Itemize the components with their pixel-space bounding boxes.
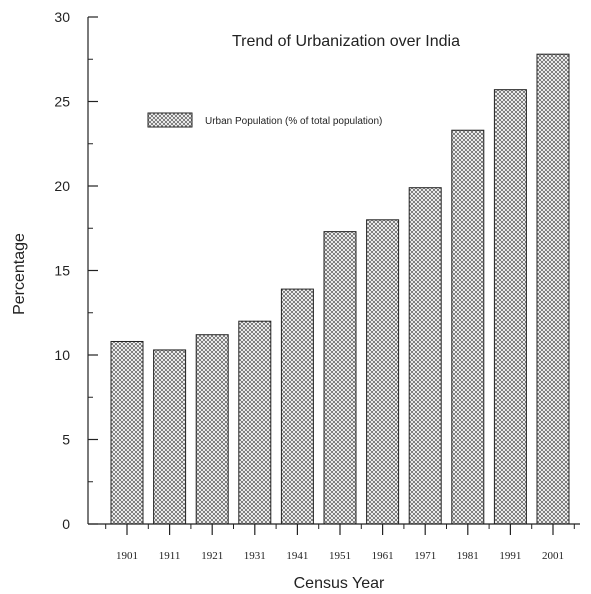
bar [110,340,144,525]
y-axis-label: Percentage [11,233,28,315]
x-tick-label: 1961 [372,550,394,562]
legend: Urban Population (% of total population) [147,112,382,128]
y-tick-label: 30 [54,9,70,25]
x-axis: 1901 1911 1921 1931 1941 1951 1961 1971 1981 1991… [88,523,580,562]
y-tick-label: 15 [54,263,70,279]
bar [366,219,400,525]
bar [238,320,272,525]
bar [280,288,314,525]
x-tick-label: 1931 [244,550,266,562]
x-tick-label: 2001 [542,550,564,562]
x-tick-label: 1901 [116,550,138,562]
y-tick-label: 25 [54,94,70,110]
bar [153,349,187,525]
bar [451,129,485,525]
x-tick-label: 1941 [286,550,308,562]
y-tick-label: 0 [62,516,70,532]
x-tick-label: 1981 [457,550,479,562]
y-tick-label: 10 [54,347,70,363]
bars [110,53,570,525]
bar [493,89,527,525]
bar [536,53,570,525]
y-axis: 0 5 10 15 20 25 30 [54,9,98,532]
x-tick-label: 1911 [159,550,181,562]
chart-title: Trend of Urbanization over India [232,33,460,50]
y-tick-label: 5 [62,432,70,448]
legend-swatch [147,112,193,128]
x-tick-label: 1921 [201,550,223,562]
x-tick-label: 1951 [329,550,351,562]
x-tick-label: 1971 [414,550,436,562]
x-tick-label: 1991 [499,550,521,562]
bar [195,334,229,525]
bar [408,187,442,525]
bar [323,231,357,525]
x-axis-label: Census Year [294,575,385,592]
y-tick-label: 20 [54,178,70,194]
legend-label: Urban Population (% of total population) [205,116,382,127]
